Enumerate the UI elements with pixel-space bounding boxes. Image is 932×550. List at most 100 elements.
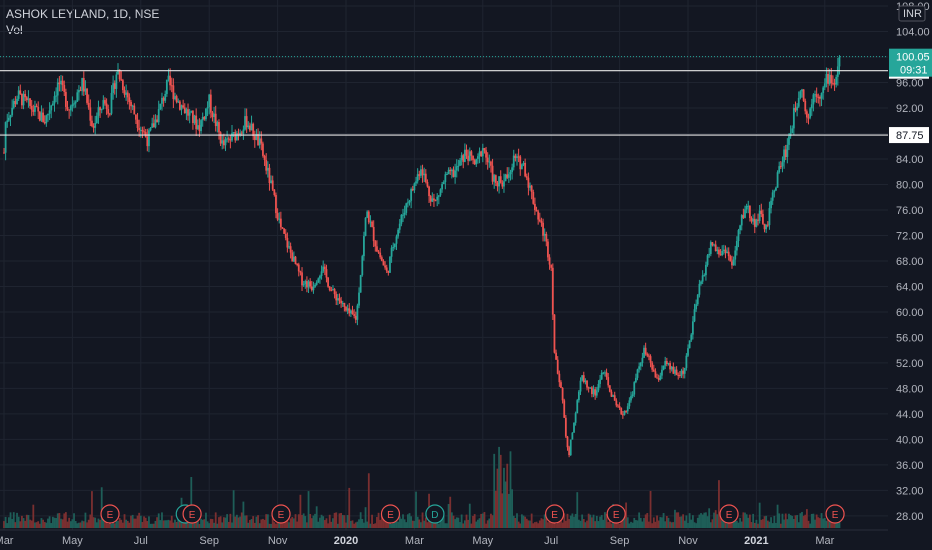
volume-bar [703,512,706,528]
candle-body [781,162,784,167]
volume-bar [442,516,445,528]
volume-bar [205,512,207,528]
volume-bar [400,518,403,528]
volume-bar [763,516,766,528]
price-axis[interactable]: 28.00 32.00 36.00 40.00 44.00 48.00 52.00 56.00… [888,0,932,550]
volume-bar [376,517,378,528]
volume-bar [408,513,411,528]
volume-bar [141,521,144,528]
volume-bar [465,514,468,528]
volume-bar [268,523,271,528]
volume-bar [437,523,440,528]
volume-bar [192,520,194,528]
candle-body [271,180,274,190]
candle-body [121,80,124,91]
candle-body [112,83,115,93]
volume-bar [651,523,654,528]
volume-bar [154,520,157,528]
candle-body [641,357,644,363]
chart-legend: ASHOK LEYLAND, 1D, NSE Vol [6,6,159,38]
candle-body [32,109,35,112]
volume-bar [765,515,768,528]
volume-bar [257,515,259,528]
volume-bar [819,518,821,528]
volume-bar [250,518,253,528]
volume-bar [252,516,255,528]
candle-body [353,314,356,316]
candle-body [669,363,671,370]
candle-body [177,101,180,103]
candle-body [529,185,531,188]
volume-bar [560,518,562,528]
candle-body [639,362,642,367]
candle-body [633,382,636,395]
volume-bar [402,514,404,528]
horizontal-lines[interactable] [0,56,888,136]
time-tick-label: Sep [610,535,630,547]
candle-body [64,92,67,107]
candle-body [491,165,494,182]
candle-body [465,149,468,156]
candle-body [530,185,533,193]
candle-body [406,202,409,204]
volume-bar [827,516,829,528]
volume-bar [485,523,487,528]
candle-body [450,169,453,172]
volume-bar [7,517,10,528]
volume-bars [3,446,841,528]
price-tick-label: 48.00 [896,383,924,395]
candle-body [540,221,543,223]
candle-body [750,218,753,222]
candle-body [577,391,580,401]
candle-body [472,155,474,161]
candle-body [742,215,745,218]
candle-body [478,151,481,157]
candle-body [385,267,388,271]
candle-body [592,389,595,395]
candle-body [762,214,764,224]
time-tick-label: May [472,535,493,547]
volume-bar [201,519,204,528]
volume-bar [805,509,808,528]
candle-body [253,136,256,140]
candle-body [74,101,77,104]
candle-body [691,321,694,335]
candle-body [120,79,123,81]
candle-body [625,410,628,412]
candle-body [563,400,566,418]
volume-bar [345,522,347,528]
volume-bar [452,515,455,528]
candle-body [198,125,201,132]
currency-box [898,5,926,22]
event-marker-letter: E [278,510,285,521]
volume-label: Vol [6,23,23,37]
candle-body [610,391,613,397]
volume-bar [226,514,229,528]
volume-bar [664,521,667,528]
volume-bar [626,517,629,528]
volume-bar [314,513,316,528]
volume-bar [656,515,658,528]
volume-bar [25,514,28,528]
volume-bar [499,454,502,528]
candle-body [838,56,841,67]
volume-bar [354,522,357,528]
volume-bar [162,520,165,528]
candle-body [659,375,662,380]
candle-body [3,152,5,154]
volume-bar [669,521,671,528]
volume-bar [654,521,657,528]
time-tick-label: Mar [0,535,14,547]
volume-bar [511,489,514,528]
volume-bar [86,522,88,528]
candle-body [713,244,715,246]
candle-body [714,244,717,252]
time-axis[interactable]: Mar May Jul Sep Nov 2020 Mar May Jul Sep Nov 2021 Ma… [0,529,888,547]
volume-bar [462,523,465,528]
volume-bar [750,522,753,528]
volume-bar [81,520,84,528]
candle-body [773,190,776,193]
volume-bar [78,522,80,528]
